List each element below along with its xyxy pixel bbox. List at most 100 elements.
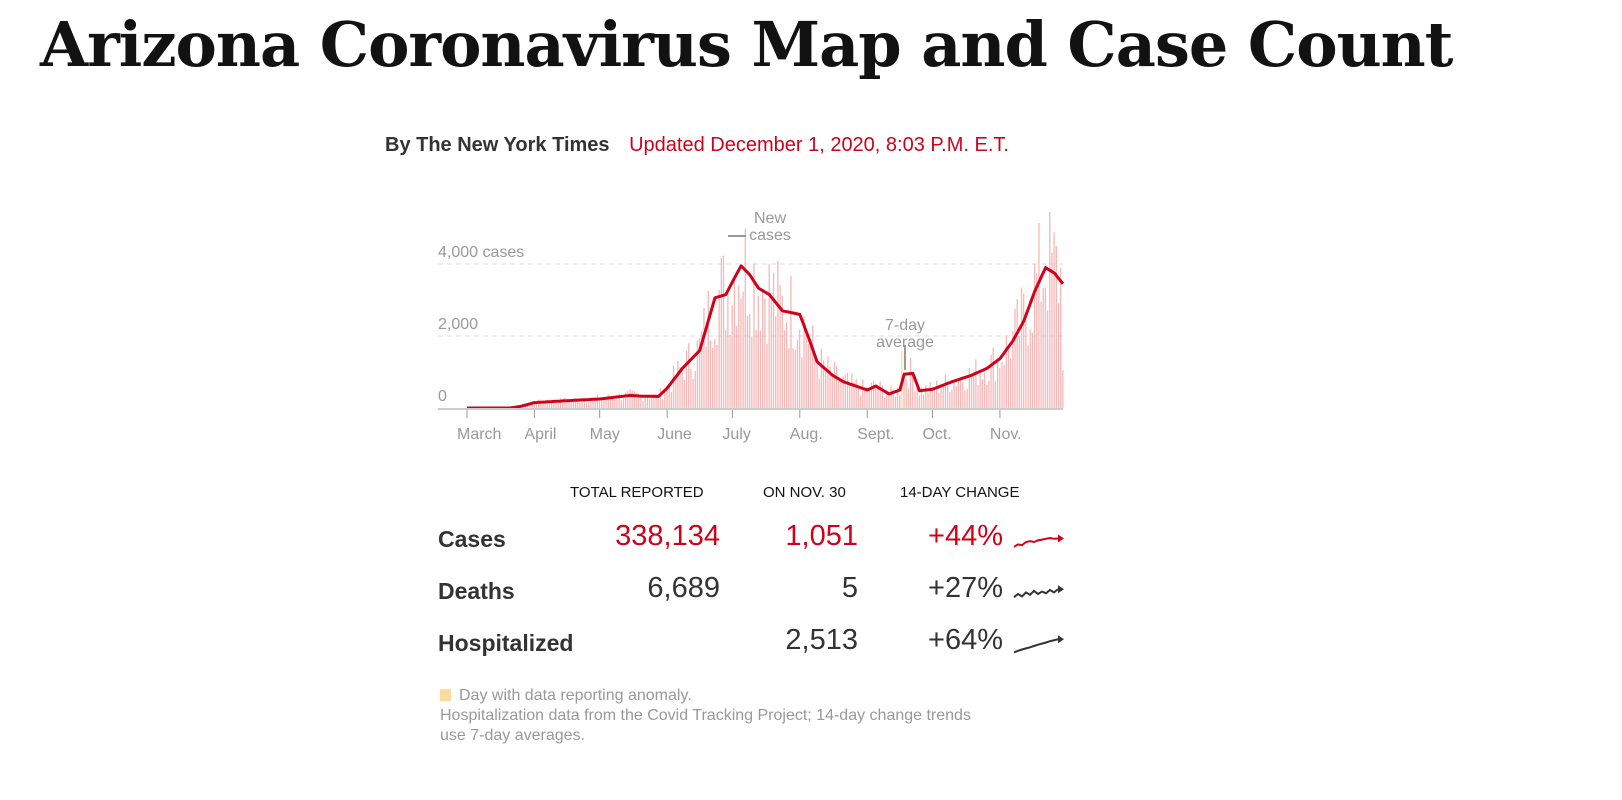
daily-case-bar: [1014, 308, 1016, 408]
daily-case-bar: [781, 295, 783, 408]
daily-case-bar: [618, 393, 620, 408]
daily-case-bar: [642, 401, 644, 408]
daily-case-bar: [912, 372, 914, 408]
daily-case-bar: [766, 343, 768, 408]
daily-case-bar: [809, 339, 812, 408]
daily-case-bar: [577, 398, 579, 408]
daily-case-bar: [583, 399, 585, 408]
daily-case-bar: [629, 389, 631, 408]
daily-case-bar: [888, 394, 890, 408]
average-annotation: 7-day: [885, 317, 925, 334]
daily-case-bar: [1051, 252, 1053, 408]
daily-case-bar: [953, 380, 955, 408]
x-tick-label: Sept.: [857, 426, 894, 443]
daily-case-bar: [594, 397, 596, 408]
average-annotation: average: [876, 334, 934, 351]
daily-case-bar: [735, 326, 738, 408]
daily-case-bar: [557, 403, 559, 408]
daily-case-bar: [1049, 211, 1051, 408]
daily-case-bar: [966, 388, 968, 408]
daily-case-bar: [1027, 345, 1029, 408]
daily-case-bar: [866, 386, 868, 408]
daily-case-bar: [620, 400, 622, 408]
x-tick-label: Oct.: [922, 426, 951, 443]
daily-case-bar: [1062, 370, 1064, 408]
daily-case-bar: [1038, 223, 1040, 408]
daily-case-bar: [1029, 329, 1031, 408]
daily-case-bar: [524, 405, 527, 408]
daily-case-bar: [975, 359, 977, 408]
updated-timestamp: Updated December 1, 2020, 8:03 P.M. E.T.: [629, 134, 1009, 156]
daily-case-bar: [555, 402, 557, 408]
daily-case-bar: [688, 343, 690, 408]
daily-case-bar: [748, 313, 751, 408]
daily-case-bar: [574, 398, 577, 408]
daily-case-bar: [883, 398, 886, 408]
daily-case-bar: [816, 364, 818, 408]
table-row: Cases 338,134 1,051 +44%: [438, 518, 1068, 558]
daily-case-bar: [640, 395, 642, 408]
daily-case-bar: [838, 380, 840, 408]
daily-case-bar: [849, 382, 851, 408]
daily-case-bar: [833, 361, 836, 408]
daily-case-bar: [559, 398, 562, 408]
daily-case-bar: [664, 392, 666, 408]
daily-case-bar: [731, 305, 733, 408]
daily-case-bar: [796, 339, 799, 408]
daily-case-bar: [548, 403, 551, 408]
fourteen-day-change: +27%: [928, 572, 1003, 604]
daily-case-bar: [605, 398, 607, 408]
daily-case-bar: [857, 387, 860, 408]
table-row: Deaths 6,689 5 +27%: [438, 570, 1068, 610]
daily-case-bar: [862, 379, 864, 408]
daily-case-bar: [1020, 287, 1023, 408]
daily-case-bar: [679, 367, 681, 408]
daily-case-bar: [790, 275, 792, 408]
daily-case-bar: [827, 356, 829, 408]
daily-case-bar: [683, 380, 686, 408]
x-tick-label: March: [457, 426, 501, 443]
daily-case-bar: [964, 390, 966, 408]
daily-case-bar: [775, 316, 777, 408]
daily-case-bar: [661, 399, 664, 408]
daily-case-bar: [707, 290, 709, 408]
daily-case-bar: [638, 394, 640, 408]
new-cases-annotation: cases: [749, 227, 791, 244]
daily-case-bar: [875, 385, 877, 408]
daily-case-bar: [607, 394, 609, 408]
daily-case-bar: [799, 329, 801, 408]
daily-case-bar: [1009, 358, 1012, 408]
daily-case-bar: [855, 378, 857, 408]
daily-case-bar: [1036, 273, 1038, 408]
daily-case-bar: [1042, 287, 1044, 408]
daily-case-bar: [794, 349, 796, 408]
daily-case-bar: [579, 402, 581, 408]
daily-case-bar: [859, 395, 862, 408]
daily-case-bar: [596, 395, 599, 408]
daily-case-bar: [616, 399, 618, 408]
daily-case-bar: [890, 385, 892, 408]
daily-case-bar: [853, 382, 855, 408]
row-label: Deaths: [438, 578, 515, 604]
daily-case-bar: [716, 344, 718, 408]
daily-case-bar: [1033, 263, 1036, 408]
daily-case-bar: [690, 369, 692, 408]
header-total: TOTAL REPORTED: [570, 484, 704, 501]
daily-case-bar: [551, 399, 553, 408]
daily-case-bar: [783, 330, 786, 408]
daily-case-bar: [922, 394, 925, 408]
daily-case-bar: [644, 397, 646, 408]
daily-case-bar: [546, 402, 548, 408]
daily-case-bar: [870, 382, 873, 408]
footnote-line-2: use 7-day averages.: [440, 727, 585, 744]
daily-case-bar: [1046, 310, 1049, 408]
daily-case-bar: [670, 391, 672, 408]
x-tick-label: May: [590, 426, 620, 443]
arrow-icon: [1058, 534, 1064, 543]
seven-day-average-line: [467, 264, 1065, 410]
daily-case-bar: [527, 404, 529, 408]
daily-case-bar: [1040, 301, 1042, 408]
header-change: 14-DAY CHANGE: [900, 484, 1020, 501]
daily-case-bar: [614, 399, 616, 408]
daily-case-bar: [877, 387, 879, 408]
